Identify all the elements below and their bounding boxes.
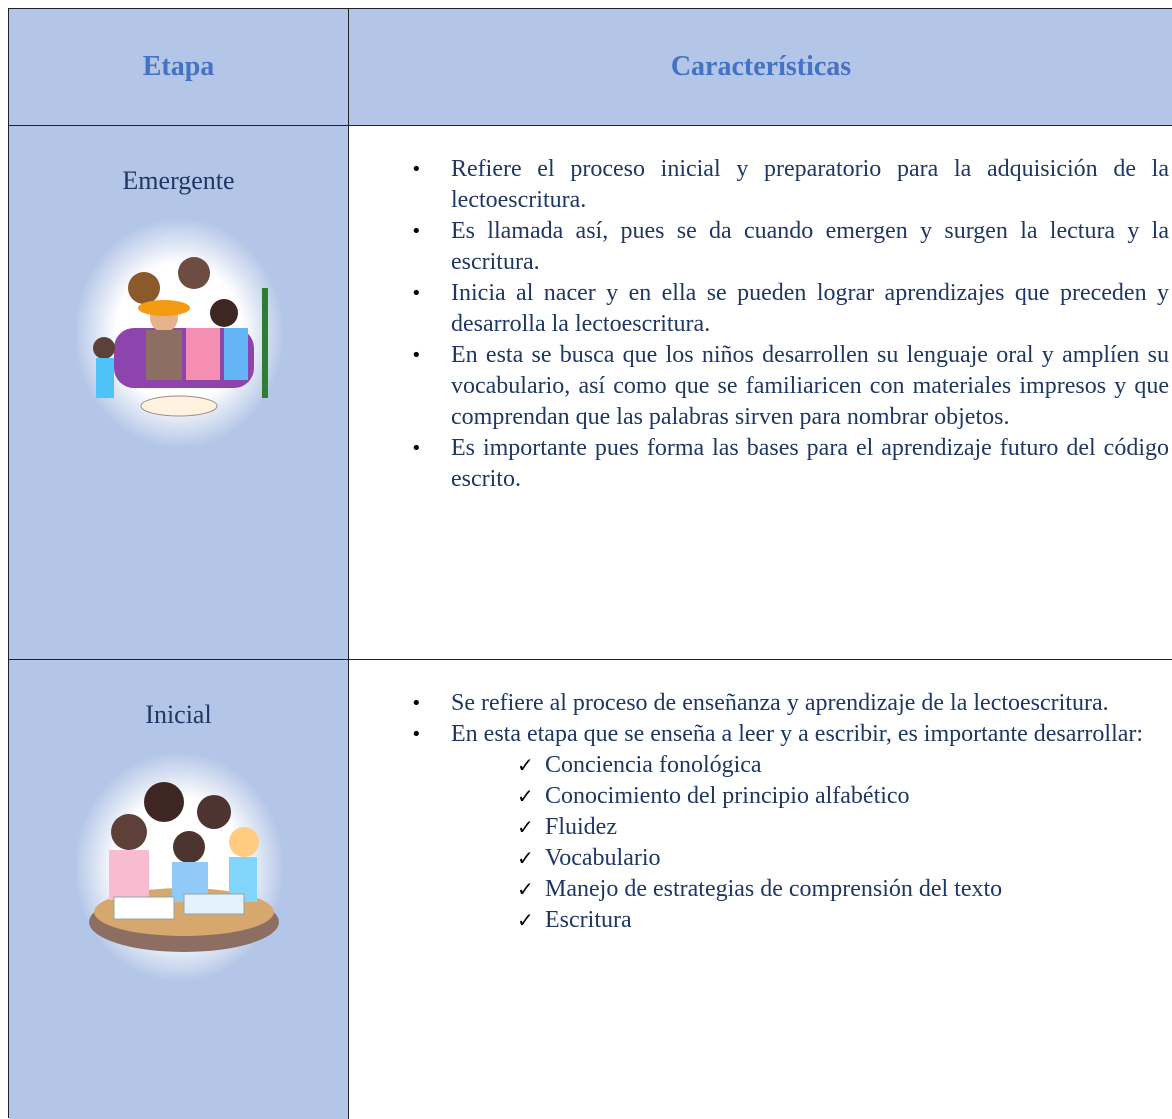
bullet-item: Es importante pues forma las bases para … (349, 433, 1172, 495)
bullet-list: Refiere el proceso inicial y preparatori… (349, 154, 1172, 495)
table: Etapa Características Emergente Refiere … (8, 8, 1172, 1119)
check-item: Vocabulario (349, 843, 1172, 874)
stage-label: Emergente (122, 166, 235, 195)
check-list: Conciencia fonológicaConocimiento del pr… (349, 750, 1172, 936)
bullet-item: Refiere el proceso inicial y preparatori… (349, 154, 1172, 216)
check-item: Conciencia fonológica (349, 750, 1172, 781)
check-item: Escritura (349, 905, 1172, 936)
header-cell: Etapa (9, 9, 349, 126)
header-cell: Características (349, 9, 1172, 126)
check-item: Conocimiento del principio alfabético (349, 781, 1172, 812)
bullet-list: Se refiere al proceso de enseñanza y apr… (349, 688, 1172, 750)
bullet-item: Es llamada así, pues se da cuando emerge… (349, 216, 1172, 278)
header-text: Etapa (142, 51, 215, 82)
illustration (73, 752, 284, 982)
check-item: Manejo de estrategias de comprensión del… (349, 874, 1172, 905)
characteristics-cell: Refiere el proceso inicial y preparatori… (349, 126, 1172, 660)
stage-cell: Inicial (9, 660, 349, 1119)
check-item: Fluidez (349, 812, 1172, 843)
bullet-item: Se refiere al proceso de enseñanza y apr… (349, 688, 1172, 719)
bullet-item: En esta etapa que se enseña a leer y a e… (349, 719, 1172, 750)
bullet-item: Inicia al nacer y en ella se pueden logr… (349, 278, 1172, 340)
header-text: Características (670, 51, 852, 82)
bullet-item: En esta se busca que los niños desarroll… (349, 340, 1172, 433)
stage-label: Inicial (145, 700, 212, 729)
stage-cell: Emergente (9, 126, 349, 660)
illustration (73, 218, 284, 448)
characteristics-cell: Se refiere al proceso de enseñanza y apr… (349, 660, 1172, 1119)
